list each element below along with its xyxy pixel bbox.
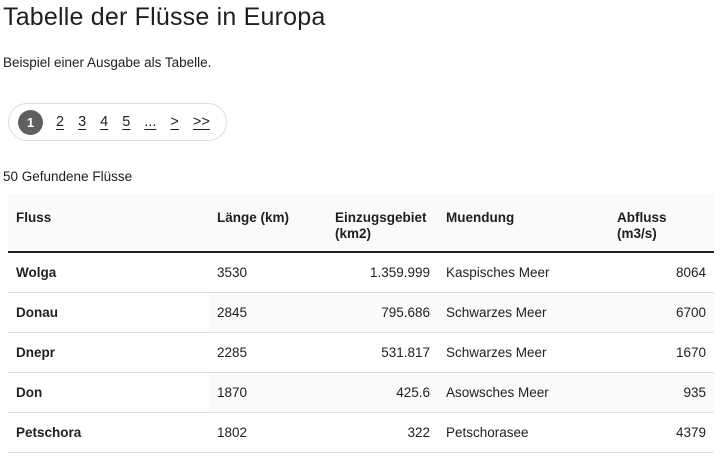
- cell-mouth: Asowsches Meer: [438, 372, 609, 413]
- cell-river-name: Dnepr: [8, 332, 209, 373]
- cell-length: 2845: [209, 292, 327, 333]
- column-header-fluss: Fluss: [8, 194, 209, 253]
- cell-discharge: 935: [609, 372, 714, 413]
- cell-mouth: Schwarzes Meer: [438, 332, 609, 373]
- cell-mouth: Schwarzes Meer: [438, 292, 609, 333]
- cell-length: 3530: [209, 252, 327, 293]
- pagination-page-3[interactable]: 3: [78, 114, 87, 130]
- table-header: Fluss Länge (km) Einzugsgebiet (km2) Mue…: [8, 194, 714, 253]
- cell-basin: 795.686: [327, 292, 438, 333]
- pagination-page-1-active[interactable]: 1: [18, 109, 43, 135]
- cell-basin: 322: [327, 412, 438, 453]
- cell-discharge: 6700: [609, 292, 714, 333]
- cell-river-name: Petschora: [8, 412, 209, 453]
- column-header-abfluss: Abfluss (m3/s): [609, 194, 714, 253]
- pagination-page-2[interactable]: 2: [56, 114, 65, 130]
- rivers-table: Fluss Länge (km) Einzugsgebiet (km2) Mue…: [8, 194, 714, 453]
- cell-discharge: 8064: [609, 252, 714, 293]
- table-row: Donau 2845 795.686 Schwarzes Meer 6700: [8, 292, 714, 333]
- cell-length: 1802: [209, 412, 327, 453]
- pagination-page-5[interactable]: 5: [122, 114, 131, 130]
- cell-basin: 531.817: [327, 332, 438, 373]
- table-row: Petschora 1802 322 Petschorasee 4379: [8, 412, 714, 453]
- table-row: Dnepr 2285 531.817 Schwarzes Meer 1670: [8, 332, 714, 373]
- cell-length: 2285: [209, 332, 327, 373]
- page-title: Tabelle der Flüsse in Europa: [3, 3, 326, 31]
- column-header-laenge: Länge (km): [209, 194, 327, 253]
- pagination-next-icon[interactable]: >: [170, 114, 179, 130]
- pagination-bar: 1 2 3 4 5 ... > >>: [8, 103, 227, 141]
- cell-river-name: Donau: [8, 292, 209, 333]
- cell-discharge: 4379: [609, 412, 714, 453]
- column-header-muendung: Muendung: [438, 194, 609, 253]
- cell-river-name: Wolga: [8, 252, 209, 293]
- cell-mouth: Petschorasee: [438, 412, 609, 453]
- cell-mouth: Kaspisches Meer: [438, 252, 609, 293]
- column-header-einzugsgebiet: Einzugsgebiet (km2): [327, 194, 438, 253]
- pagination-ellipsis[interactable]: ...: [144, 114, 157, 130]
- cell-river-name: Don: [8, 372, 209, 413]
- table-row: Wolga 3530 1.359.999 Kaspisches Meer 806…: [8, 252, 714, 293]
- cell-basin: 425.6: [327, 372, 438, 413]
- pagination-last-icon[interactable]: >>: [192, 114, 210, 130]
- pagination-page-4[interactable]: 4: [100, 114, 109, 130]
- cell-discharge: 1670: [609, 332, 714, 373]
- cell-length: 1870: [209, 372, 327, 413]
- result-count: 50 Gefundene Flüsse: [3, 169, 133, 184]
- cell-basin: 1.359.999: [327, 252, 438, 293]
- table-row: Don 1870 425.6 Asowsches Meer 935: [8, 372, 714, 413]
- page-subtitle: Beispiel einer Ausgabe als Tabelle.: [3, 55, 212, 70]
